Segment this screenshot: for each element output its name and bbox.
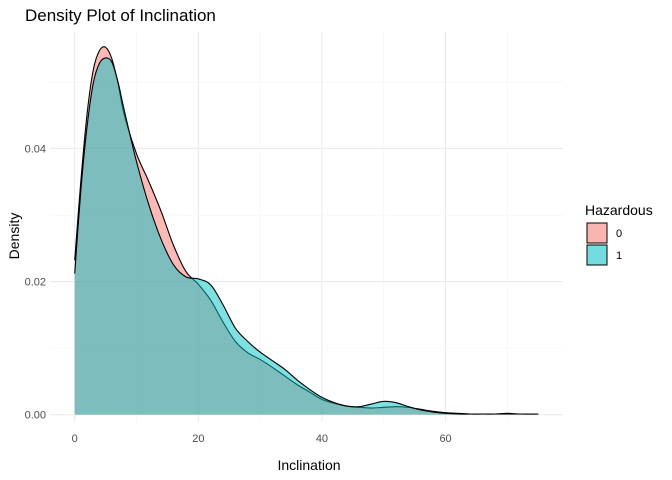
legend-label-1: 1 (616, 250, 622, 262)
y-tick-label: 0.02 (25, 277, 46, 289)
x-axis-ticks: 0 20 40 60 (72, 433, 452, 445)
density-curve-series-1 (74, 57, 539, 415)
legend-label-0: 0 (616, 228, 622, 240)
legend-title: Hazardous (585, 202, 653, 218)
density-area-series-1 (74, 57, 539, 415)
y-axis-title: Density (6, 213, 22, 260)
y-tick-label: 0.04 (25, 143, 46, 155)
x-tick-label: 0 (72, 433, 78, 445)
x-tick-label: 60 (439, 433, 451, 445)
legend: Hazardous 0 1 (585, 202, 653, 266)
y-axis-ticks: 0.00 0.02 0.04 (25, 143, 46, 421)
x-tick-label: 20 (192, 433, 204, 445)
legend-key-0 (586, 222, 608, 244)
x-tick-label: 40 (316, 433, 328, 445)
legend-key-1 (586, 244, 608, 266)
density-areas (74, 46, 539, 415)
chart-title: Density Plot of Inclination (25, 6, 216, 25)
y-tick-label: 0.00 (25, 410, 46, 422)
x-axis-title: Inclination (277, 457, 340, 473)
